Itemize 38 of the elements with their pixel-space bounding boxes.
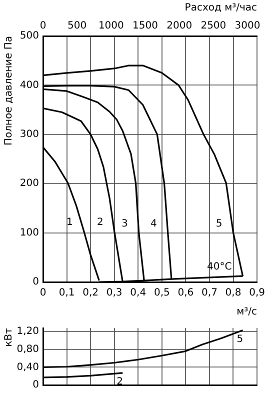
series-label: 3 [121,218,128,230]
y-axis-title: Полное давление Па [4,36,15,146]
x2-tick-label: 2500 [200,20,226,32]
y-tick-label: 100 [20,227,39,238]
series-label: 5 [236,334,244,345]
y-tick-label: 0,40 [16,362,39,373]
x2-tick-label: 3000 [234,20,260,32]
series-label: 1 [66,216,73,228]
x-tick-label: 0,2 [82,288,99,299]
series-label: 2 [96,216,104,228]
y-tick-label: 0 [32,276,39,288]
series-label: 4 [150,218,157,230]
x-tick-label: 0,3 [106,288,122,299]
x2-tick-label: 2000 [166,20,192,32]
y-tick-label: 0 [32,380,39,391]
x-tick-label: 0,5 [154,288,170,299]
x2-tick-label: 0 [40,20,46,32]
x-tick-label: 0,1 [58,288,75,299]
x2-tick-label: 1000 [98,20,124,32]
y-tick-label: 0,80 [16,344,39,355]
y-axis-title: кВт [4,328,15,347]
x2-axis-title: Расход м³/час [184,2,258,14]
x2-tick-label: 1500 [132,20,158,32]
x2-tick-label: 500 [68,20,87,32]
series-label: 5 [216,218,222,230]
x-tick-label: 0,6 [178,288,194,299]
y-tick-label: 1,20 [16,326,39,338]
y-tick-label: 400 [20,80,39,91]
y-tick-label: 300 [20,128,39,140]
x-tick-label: 0,4 [130,288,146,299]
x-tick-label: 0,7 [202,288,218,299]
series-label: 2 [116,376,124,388]
x-axis-title: м³/с [236,306,258,318]
x-tick-label: 0,8 [225,288,242,299]
y-tick-label: 200 [20,178,39,190]
x-tick-label: 0,9 [249,288,265,299]
x-tick-label: 0 [40,288,46,299]
y-tick-label: 500 [20,30,39,42]
